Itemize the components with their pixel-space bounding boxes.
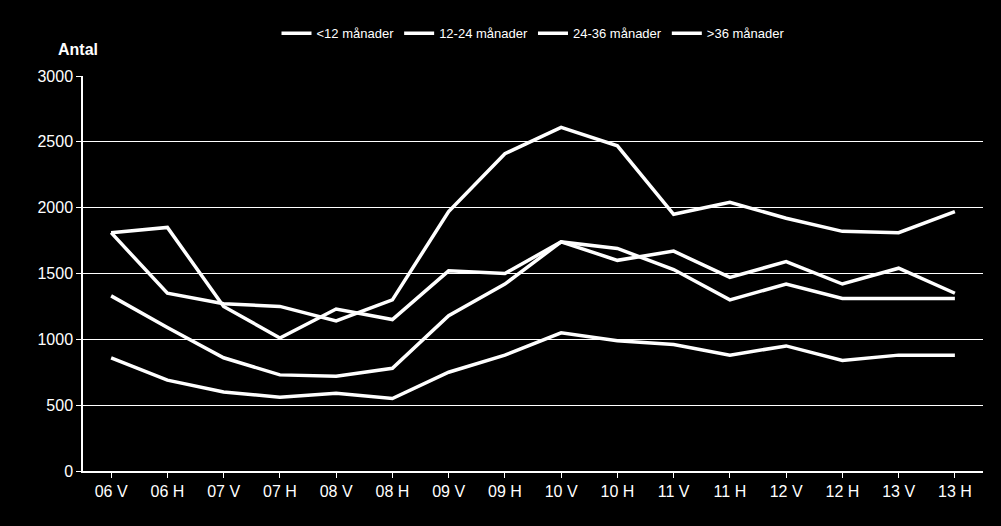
svg-text:3000: 3000 (37, 68, 73, 85)
svg-text:11 H: 11 H (714, 483, 747, 500)
svg-text:10 H: 10 H (600, 483, 634, 500)
svg-text:09 V: 09 V (432, 483, 465, 500)
svg-text:12 V: 12 V (770, 483, 803, 500)
svg-text:500: 500 (46, 397, 73, 414)
svg-text:13 V: 13 V (882, 483, 915, 500)
svg-text:2500: 2500 (37, 133, 73, 150)
svg-text:09 H: 09 H (488, 483, 522, 500)
svg-text:08 V: 08 V (320, 483, 353, 500)
svg-text:1000: 1000 (37, 331, 73, 348)
svg-text:06 H: 06 H (150, 483, 184, 500)
svg-text:Antal: Antal (58, 41, 98, 58)
svg-text:08 H: 08 H (375, 483, 409, 500)
svg-text:11 V: 11 V (658, 483, 690, 500)
svg-text:13 H: 13 H (938, 483, 972, 500)
svg-text:0: 0 (64, 463, 73, 480)
svg-text:06 V: 06 V (95, 483, 128, 500)
svg-text:<12 månader: <12 månader (317, 26, 395, 41)
svg-text:12 H: 12 H (825, 483, 859, 500)
svg-text:07 H: 07 H (263, 483, 297, 500)
svg-text:07 V: 07 V (207, 483, 240, 500)
svg-text:10 V: 10 V (545, 483, 578, 500)
svg-text:>36 månader: >36 månader (707, 26, 785, 41)
svg-text:1500: 1500 (37, 265, 73, 282)
svg-text:24-36 månader: 24-36 månader (573, 26, 662, 41)
svg-text:2000: 2000 (37, 199, 73, 216)
svg-text:12-24 månader: 12-24 månader (439, 26, 528, 41)
